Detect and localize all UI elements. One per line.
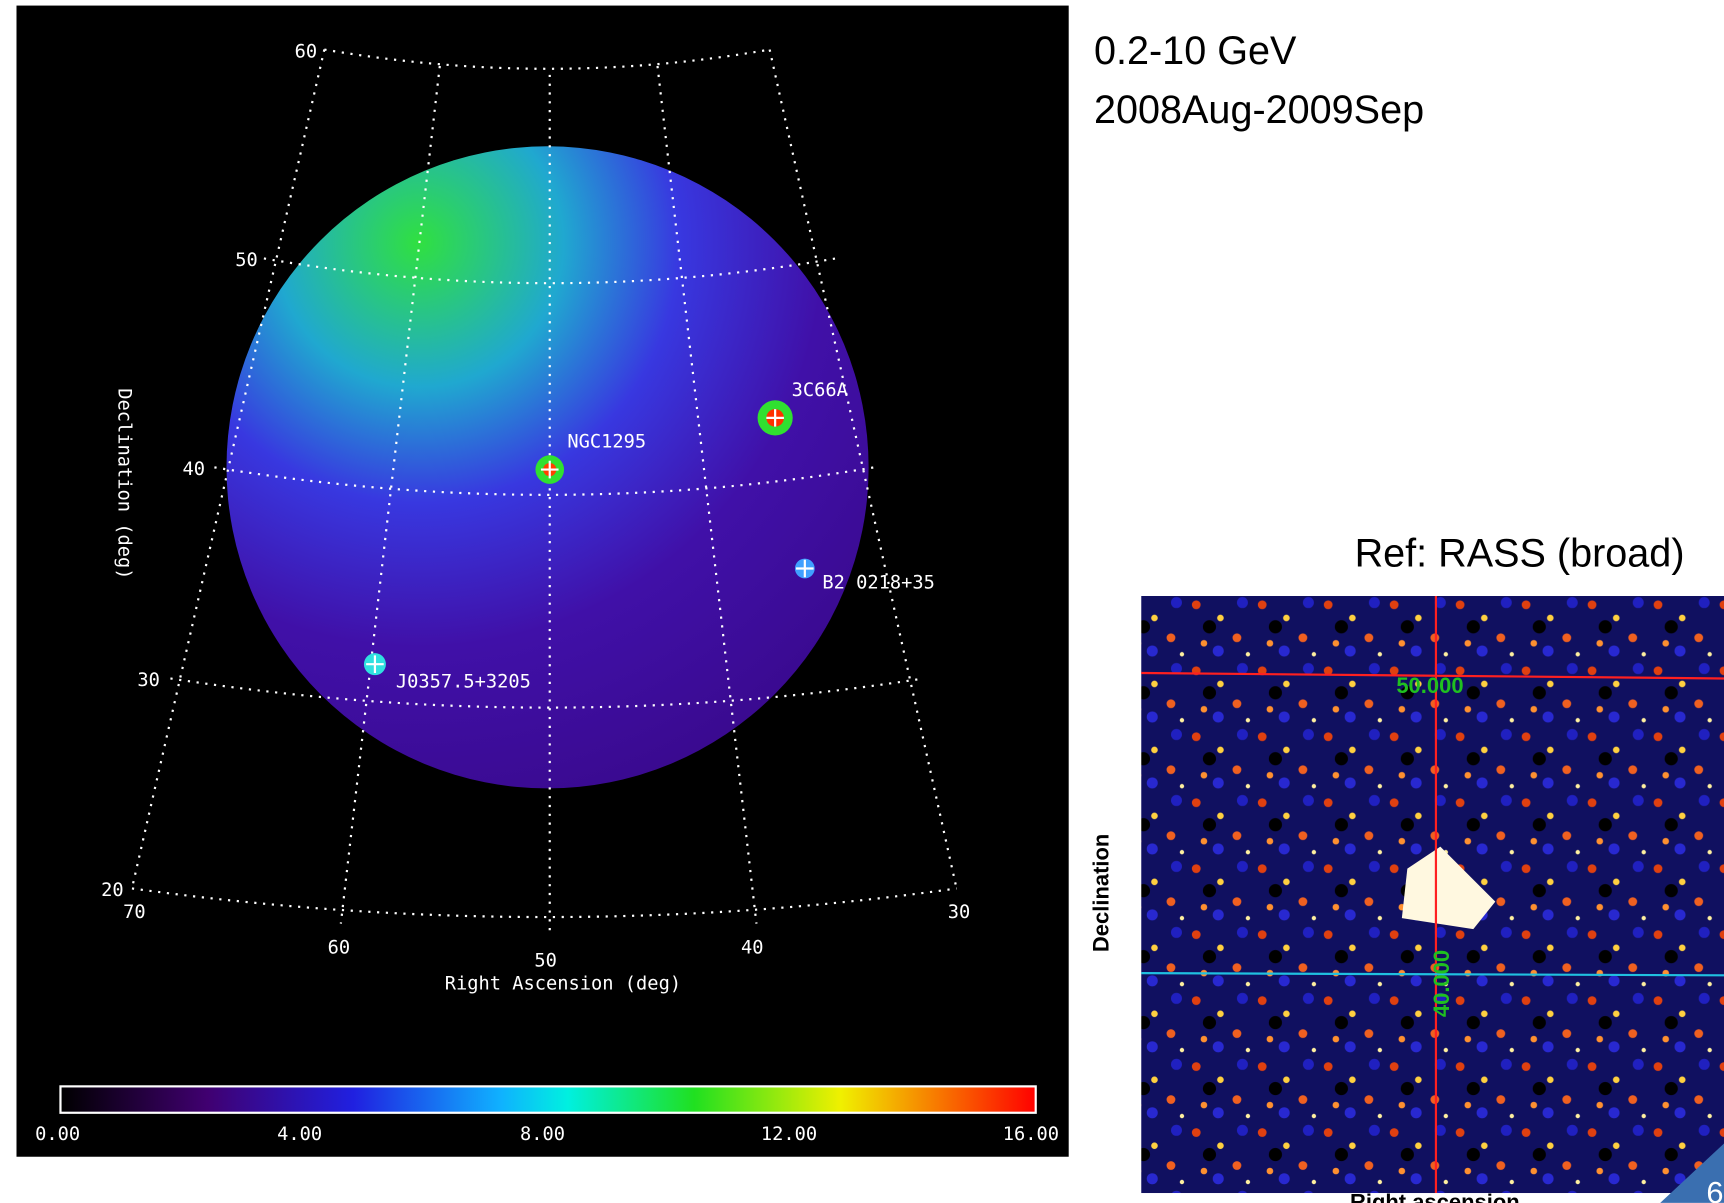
label: 12.00 [761,1124,817,1145]
label: 20 [101,880,124,901]
label: Right ascension [1350,1190,1520,1203]
label: 50.000 [1396,673,1463,698]
label: 30 [948,902,971,923]
label: NGC1295 [567,432,646,453]
label: 8.00 [520,1124,565,1145]
label: 50 [534,951,557,972]
slide: 60 50 40 30 20 70 60 50 40 30 Right Asce… [0,0,1724,1203]
label: 0.2-10 GeV [1094,29,1297,73]
label: 16.00 [1003,1124,1059,1145]
label: 2008Aug-2009Sep [1094,88,1424,132]
label: B2 0218+35 [822,572,935,593]
label: J0357.5+3205 [396,671,531,692]
label: 3C66A [792,380,848,401]
label: Ref: RASS (broad) [1355,531,1685,575]
label: Declination [1088,834,1113,952]
label: Right Ascension (deg) [445,974,681,995]
label: 60 [295,41,318,62]
colorbar [60,1086,1035,1112]
label: Declination (deg) [114,388,135,579]
label: 60 [328,937,351,958]
label: 6 [1706,1175,1723,1203]
label: 40 [183,459,206,480]
label: 0.00 [35,1124,80,1145]
label: 70 [123,902,146,923]
label: 4.00 [277,1124,322,1145]
label: 50 [235,250,258,271]
label: 40.000 [1429,950,1454,1017]
label: 40 [741,937,764,958]
label: 30 [137,670,160,691]
